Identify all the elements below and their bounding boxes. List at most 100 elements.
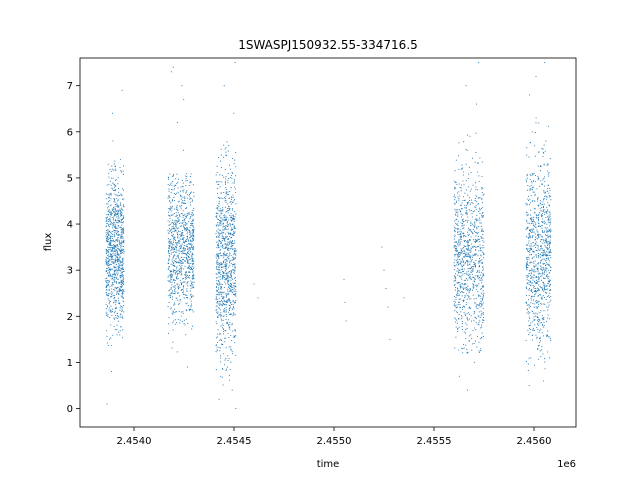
data-point: [174, 219, 176, 221]
data-point: [118, 205, 120, 207]
data-point: [468, 248, 470, 250]
data-point: [192, 284, 194, 286]
data-point: [537, 254, 539, 256]
data-point: [454, 309, 456, 311]
data-point: [227, 191, 229, 193]
data-point: [189, 213, 191, 215]
data-point: [219, 271, 221, 273]
data-point: [108, 230, 110, 232]
data-point: [463, 241, 466, 243]
outlier-point: [186, 366, 188, 368]
data-point: [479, 219, 481, 221]
data-point: [543, 198, 545, 200]
data-point: [167, 183, 169, 186]
data-point: [219, 264, 221, 266]
data-point: [228, 209, 230, 211]
data-point: [167, 177, 169, 179]
data-point: [544, 285, 546, 287]
data-point: [542, 253, 544, 256]
data-point: [464, 287, 466, 289]
data-point: [479, 316, 481, 318]
data-point: [170, 192, 172, 194]
data-point: [186, 283, 188, 285]
data-point: [482, 266, 484, 269]
data-point: [463, 240, 465, 242]
data-point: [233, 162, 235, 164]
data-point: [179, 319, 181, 321]
data-point: [476, 228, 478, 230]
data-point: [221, 293, 223, 296]
data-point: [118, 331, 120, 333]
data-point: [114, 296, 116, 299]
data-point: [474, 224, 476, 226]
data-point: [536, 282, 538, 285]
data-point: [170, 206, 172, 208]
data-point: [229, 321, 231, 323]
data-point: [528, 307, 530, 309]
data-point: [473, 284, 475, 286]
data-point: [115, 232, 118, 234]
data-point: [192, 275, 194, 277]
data-point: [550, 251, 552, 254]
data-point: [225, 310, 227, 312]
data-point: [460, 233, 462, 235]
data-point: [474, 340, 477, 342]
data-point: [461, 283, 463, 285]
data-point: [537, 317, 539, 319]
data-point: [460, 234, 462, 236]
data-point: [233, 287, 235, 289]
data-point: [185, 228, 187, 230]
data-point: [528, 242, 530, 244]
data-point: [121, 290, 123, 292]
data-point: [176, 214, 178, 216]
data-point: [470, 315, 472, 317]
data-point: [177, 233, 179, 235]
data-point: [225, 294, 228, 297]
data-point: [481, 324, 483, 326]
data-point: [479, 244, 481, 246]
data-point: [464, 273, 466, 275]
data-point: [537, 320, 540, 322]
data-point: [220, 211, 222, 213]
data-point: [458, 314, 460, 316]
data-point: [461, 268, 463, 270]
data-point: [123, 251, 125, 253]
data-point: [230, 306, 232, 308]
data-point: [119, 289, 121, 291]
data-point: [471, 289, 474, 291]
data-point: [467, 243, 469, 245]
data-point: [107, 238, 109, 240]
data-point: [482, 307, 484, 310]
data-point: [549, 219, 551, 221]
data-point: [172, 222, 174, 224]
data-point: [171, 226, 173, 228]
data-point: [108, 234, 110, 236]
data-point: [123, 281, 125, 283]
data-point: [117, 177, 119, 179]
data-point: [118, 289, 120, 292]
data-point: [108, 258, 110, 260]
data-point: [540, 286, 542, 288]
data-point: [170, 202, 172, 204]
data-point: [541, 148, 543, 150]
data-point: [172, 242, 174, 244]
data-point: [222, 219, 224, 221]
data-point: [115, 239, 117, 241]
data-point: [120, 270, 122, 272]
data-point: [110, 236, 112, 238]
data-point: [110, 221, 112, 223]
data-point: [476, 196, 478, 198]
data-point: [546, 244, 549, 246]
data-point: [535, 276, 537, 278]
data-point: [547, 317, 549, 319]
data-point: [183, 250, 185, 252]
data-point: [112, 182, 114, 184]
data-point: [173, 304, 175, 306]
data-point: [111, 283, 113, 285]
data-point: [171, 199, 174, 201]
data-point: [231, 277, 233, 279]
data-point: [529, 141, 531, 143]
data-point: [528, 248, 530, 250]
data-point: [543, 177, 545, 179]
data-point: [542, 295, 544, 297]
